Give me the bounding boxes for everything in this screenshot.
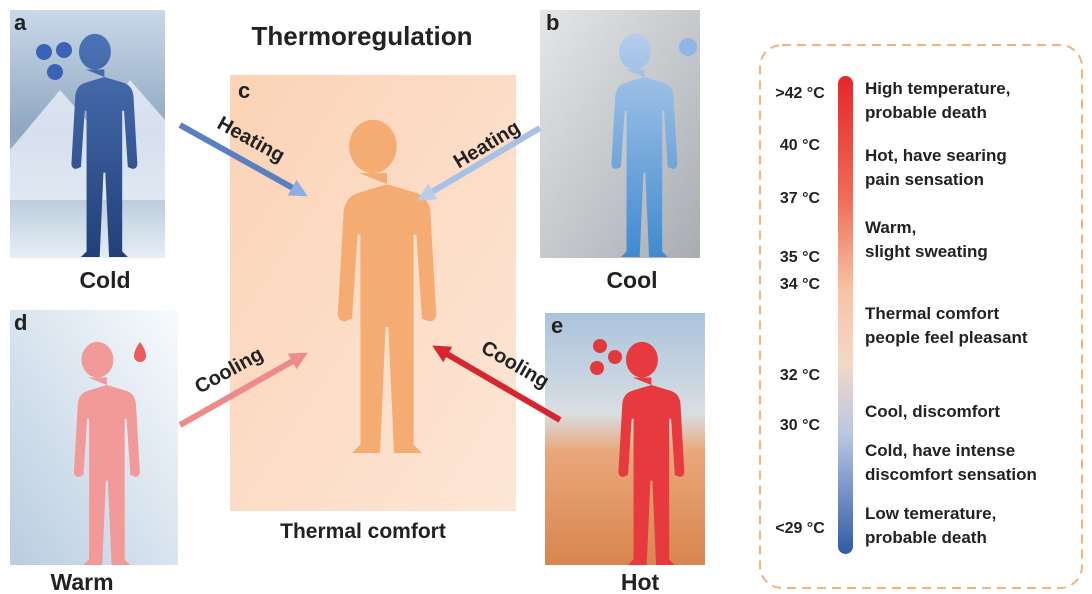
- description-line: slight sweating: [865, 242, 988, 261]
- description-line: Cold, have intense: [865, 441, 1015, 460]
- temperature-label: 40 °C: [780, 137, 821, 154]
- panel-caption: Thermal comfort: [280, 520, 446, 543]
- arrow: [417, 125, 542, 201]
- snowflakes: [36, 42, 72, 80]
- panel-letter: b: [546, 10, 559, 35]
- temperature-label: >42 °C: [775, 85, 825, 102]
- description-line: Cool, discomfort: [865, 402, 1000, 421]
- description-line: probable death: [865, 103, 987, 122]
- panel-caption: Cold: [79, 267, 130, 293]
- scale-labels: >42 °C 40 °C 37 °C 35 °C 34 °C 32 °C 30 °C <29 …: [775, 79, 1037, 547]
- description-line: Hot, have searing: [865, 146, 1007, 165]
- drop: [134, 342, 146, 362]
- arrow: [178, 352, 308, 428]
- description-line: Warm,: [865, 218, 916, 237]
- panel-letter: d: [14, 310, 27, 335]
- title: Thermoregulation: [251, 21, 472, 51]
- panel-caption: Warm: [50, 569, 113, 594]
- temperature-label: 35 °C: [780, 249, 821, 266]
- description-line: discomfort sensation: [865, 465, 1037, 484]
- temperature-label: 34 °C: [780, 276, 821, 293]
- panel-letter: e: [551, 313, 563, 338]
- description-line: people feel pleasant: [865, 328, 1028, 347]
- panel-caption: Hot: [621, 569, 660, 594]
- arrow: [432, 345, 562, 423]
- description-line: probable death: [865, 528, 987, 547]
- description-line: High temperature,: [865, 79, 1010, 98]
- color-bar: [838, 76, 853, 554]
- temperature-label: <29 °C: [775, 520, 825, 537]
- description-line: Thermal comfort: [865, 304, 999, 323]
- temperature-label: 30 °C: [780, 417, 821, 434]
- description-line: pain sensation: [865, 170, 984, 189]
- panel-letter: c: [238, 78, 250, 103]
- temperature-label: 32 °C: [780, 367, 821, 384]
- arrow: [178, 122, 308, 197]
- snowflake: [679, 38, 697, 56]
- drops: [590, 339, 622, 375]
- scale-box: [759, 44, 1083, 589]
- description-line: Low temerature,: [865, 504, 996, 523]
- temperature-label: 37 °C: [780, 190, 821, 207]
- panel-caption: Cool: [606, 267, 657, 293]
- panel-letter: a: [14, 10, 27, 35]
